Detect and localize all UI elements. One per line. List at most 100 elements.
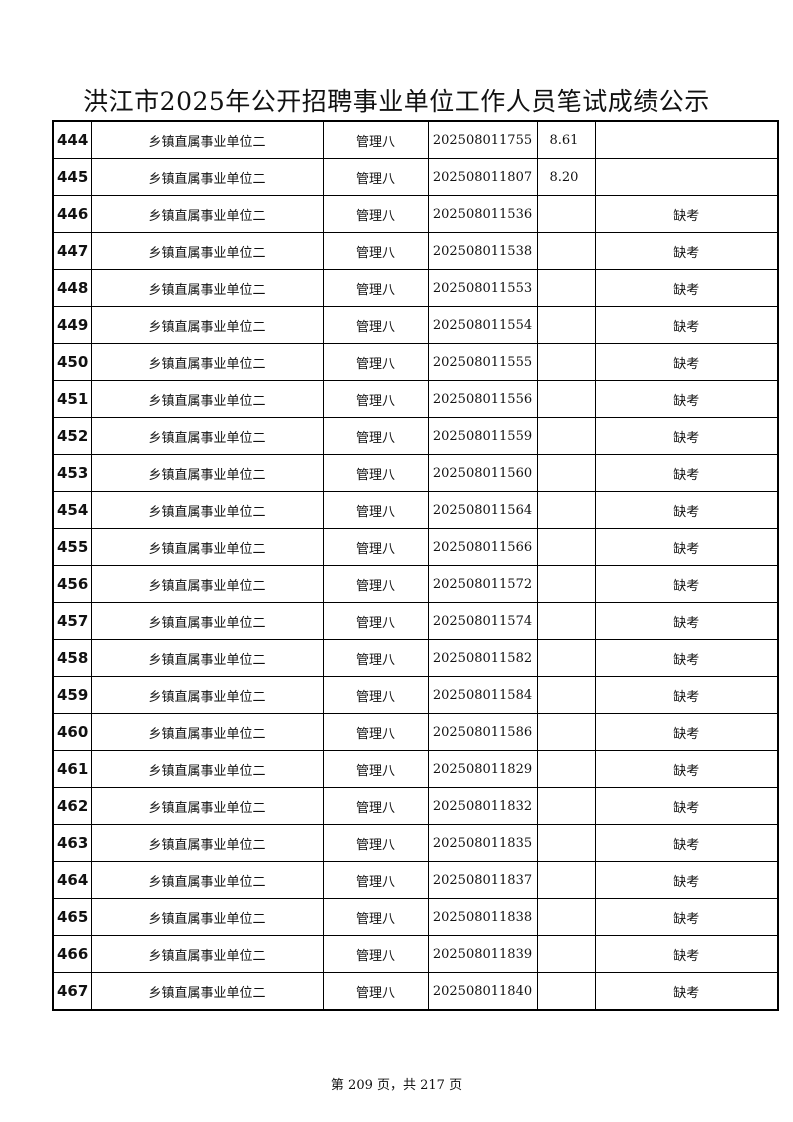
post-name-cell: 管理八	[322, 380, 429, 418]
table-row: 449 乡镇直属事业单位二 管理八 202508011554 缺考	[52, 306, 779, 344]
post-name-cell: 管理八	[322, 417, 429, 455]
table-row: 456 乡镇直属事业单位二 管理八 202508011572 缺考	[52, 565, 779, 603]
row-number-cell: 467	[52, 972, 92, 1011]
post-name-cell: 管理八	[322, 861, 429, 899]
unit-name-cell: 乡镇直属事业单位二	[90, 639, 324, 677]
score-cell	[536, 824, 596, 862]
remark-cell: 缺考	[594, 676, 779, 714]
unit-name-cell: 乡镇直属事业单位二	[90, 269, 324, 307]
score-cell	[536, 750, 596, 788]
unit-name-cell: 乡镇直属事业单位二	[90, 195, 324, 233]
ticket-number-cell: 202508011556	[427, 380, 538, 418]
unit-name-cell: 乡镇直属事业单位二	[90, 417, 324, 455]
unit-name-cell: 乡镇直属事业单位二	[90, 935, 324, 973]
unit-name-cell: 乡镇直属事业单位二	[90, 343, 324, 381]
row-number-cell: 453	[52, 454, 92, 492]
unit-name-cell: 乡镇直属事业单位二	[90, 528, 324, 566]
remark-cell: 缺考	[594, 935, 779, 973]
row-number-cell: 445	[52, 158, 92, 196]
table-row: 459 乡镇直属事业单位二 管理八 202508011584 缺考	[52, 676, 779, 714]
unit-name-cell: 乡镇直属事业单位二	[90, 787, 324, 825]
post-name-cell: 管理八	[322, 269, 429, 307]
row-number-cell: 451	[52, 380, 92, 418]
row-number-cell: 455	[52, 528, 92, 566]
table-row: 467 乡镇直属事业单位二 管理八 202508011840 缺考	[52, 972, 779, 1011]
remark-cell: 缺考	[594, 269, 779, 307]
row-number-cell: 456	[52, 565, 92, 603]
post-name-cell: 管理八	[322, 676, 429, 714]
row-number-cell: 452	[52, 417, 92, 455]
score-cell	[536, 972, 596, 1011]
ticket-number-cell: 202508011538	[427, 232, 538, 270]
remark-cell: 缺考	[594, 306, 779, 344]
ticket-number-cell: 202508011839	[427, 935, 538, 973]
unit-name-cell: 乡镇直属事业单位二	[90, 120, 324, 159]
row-number-cell: 450	[52, 343, 92, 381]
unit-name-cell: 乡镇直属事业单位二	[90, 824, 324, 862]
ticket-number-cell: 202508011559	[427, 417, 538, 455]
table-row: 465 乡镇直属事业单位二 管理八 202508011838 缺考	[52, 898, 779, 936]
post-name-cell: 管理八	[322, 898, 429, 936]
table-row: 451 乡镇直属事业单位二 管理八 202508011556 缺考	[52, 380, 779, 418]
remark-cell: 缺考	[594, 861, 779, 899]
post-name-cell: 管理八	[322, 565, 429, 603]
remark-cell: 缺考	[594, 491, 779, 529]
row-number-cell: 466	[52, 935, 92, 973]
ticket-number-cell: 202508011582	[427, 639, 538, 677]
unit-name-cell: 乡镇直属事业单位二	[90, 750, 324, 788]
table-row: 452 乡镇直属事业单位二 管理八 202508011559 缺考	[52, 417, 779, 455]
ticket-number-cell: 202508011574	[427, 602, 538, 640]
row-number-cell: 459	[52, 676, 92, 714]
row-number-cell: 460	[52, 713, 92, 751]
ticket-number-cell: 202508011835	[427, 824, 538, 862]
post-name-cell: 管理八	[322, 787, 429, 825]
post-name-cell: 管理八	[322, 120, 429, 159]
ticket-number-cell: 202508011837	[427, 861, 538, 899]
score-cell: 8.61	[536, 120, 596, 159]
score-cell	[536, 343, 596, 381]
table-row: 463 乡镇直属事业单位二 管理八 202508011835 缺考	[52, 824, 779, 862]
post-name-cell: 管理八	[322, 158, 429, 196]
ticket-number-cell: 202508011572	[427, 565, 538, 603]
row-number-cell: 457	[52, 602, 92, 640]
unit-name-cell: 乡镇直属事业单位二	[90, 306, 324, 344]
table-row: 448 乡镇直属事业单位二 管理八 202508011553 缺考	[52, 269, 779, 307]
unit-name-cell: 乡镇直属事业单位二	[90, 565, 324, 603]
unit-name-cell: 乡镇直属事业单位二	[90, 602, 324, 640]
score-cell	[536, 935, 596, 973]
table-row: 447 乡镇直属事业单位二 管理八 202508011538 缺考	[52, 232, 779, 270]
post-name-cell: 管理八	[322, 195, 429, 233]
ticket-number-cell: 202508011564	[427, 491, 538, 529]
ticket-number-cell: 202508011536	[427, 195, 538, 233]
row-number-cell: 448	[52, 269, 92, 307]
ticket-number-cell: 202508011755	[427, 120, 538, 159]
ticket-number-cell: 202508011840	[427, 972, 538, 1011]
table-row: 461 乡镇直属事业单位二 管理八 202508011829 缺考	[52, 750, 779, 788]
post-name-cell: 管理八	[322, 343, 429, 381]
remark-cell: 缺考	[594, 972, 779, 1011]
table-row: 458 乡镇直属事业单位二 管理八 202508011582 缺考	[52, 639, 779, 677]
ticket-number-cell: 202508011584	[427, 676, 538, 714]
remark-cell: 缺考	[594, 417, 779, 455]
ticket-number-cell: 202508011838	[427, 898, 538, 936]
score-cell	[536, 232, 596, 270]
table-row: 466 乡镇直属事业单位二 管理八 202508011839 缺考	[52, 935, 779, 973]
table-row: 453 乡镇直属事业单位二 管理八 202508011560 缺考	[52, 454, 779, 492]
score-cell	[536, 602, 596, 640]
remark-cell: 缺考	[594, 565, 779, 603]
table-row: 455 乡镇直属事业单位二 管理八 202508011566 缺考	[52, 528, 779, 566]
unit-name-cell: 乡镇直属事业单位二	[90, 158, 324, 196]
score-cell	[536, 528, 596, 566]
remark-cell: 缺考	[594, 602, 779, 640]
remark-cell: 缺考	[594, 750, 779, 788]
ticket-number-cell: 202508011832	[427, 787, 538, 825]
score-cell	[536, 639, 596, 677]
ticket-number-cell: 202508011807	[427, 158, 538, 196]
post-name-cell: 管理八	[322, 713, 429, 751]
remark-cell: 缺考	[594, 528, 779, 566]
row-number-cell: 444	[52, 120, 92, 159]
score-cell: 8.20	[536, 158, 596, 196]
unit-name-cell: 乡镇直属事业单位二	[90, 972, 324, 1011]
table-row: 454 乡镇直属事业单位二 管理八 202508011564 缺考	[52, 491, 779, 529]
table-row: 464 乡镇直属事业单位二 管理八 202508011837 缺考	[52, 861, 779, 899]
